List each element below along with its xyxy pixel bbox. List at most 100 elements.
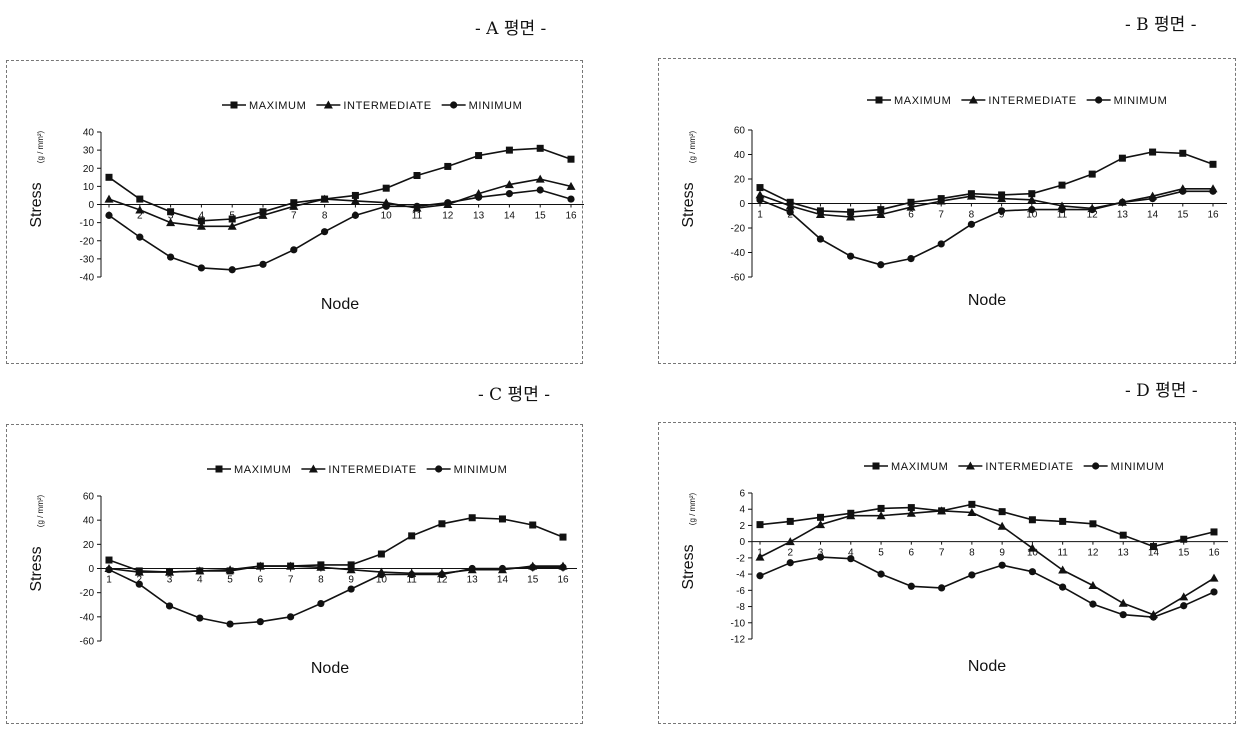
series-minimum-point [967, 220, 975, 228]
series-minimum-point [1149, 613, 1158, 621]
series-maximum-point [444, 162, 452, 170]
legend: MAXIMUM INTERMEDIATE MINIMUM [864, 461, 1164, 473]
y-tick-label: -2 [736, 553, 745, 564]
series-maximum-point [1088, 170, 1096, 178]
series-minimum-point [559, 563, 567, 571]
series-minimum-point [413, 202, 421, 210]
series-maximum-point [408, 532, 416, 540]
y-tick-label: 40 [734, 150, 746, 161]
y-tick-label: 20 [734, 175, 746, 186]
y-axis-unit: (g / mm²) [36, 130, 45, 163]
series-intermediate-point [346, 565, 356, 574]
panel-d-title: - D 평면 - [1125, 381, 1198, 401]
series-maximum-point [438, 520, 446, 528]
series-intermediate-point [816, 520, 826, 529]
series-maximum-point [907, 504, 915, 512]
series-minimum-point [105, 211, 113, 219]
series-minimum-point [998, 561, 1006, 569]
x-tick-label: 9 [348, 575, 354, 586]
series-intermediate-point [846, 511, 856, 520]
y-tick-label: 6 [739, 489, 745, 500]
series-maximum-point [351, 191, 359, 199]
series-maximum-point [167, 208, 175, 216]
series-maximum-line [759, 151, 1214, 213]
series-maximum-point [998, 508, 1006, 516]
y-tick-label: 2 [739, 521, 745, 532]
series-minimum-point [317, 599, 325, 608]
series-minimum-point [1180, 602, 1188, 610]
x-tick-label: 6 [909, 548, 915, 559]
series-minimum-point [290, 246, 298, 254]
series-intermediate [755, 506, 1219, 619]
series-minimum-point [259, 260, 267, 268]
series-intermediate-point [196, 221, 206, 230]
series-intermediate-point [134, 567, 144, 576]
x-tick-label: 14 [1147, 210, 1159, 221]
series-minimum-point [287, 613, 295, 621]
series-minimum-point [1149, 195, 1157, 203]
series-minimum-point [382, 202, 390, 210]
series-minimum-point [1179, 187, 1187, 195]
series-minimum-point [228, 266, 236, 274]
series-maximum-point [347, 561, 355, 569]
series-maximum-point [105, 556, 113, 564]
legend-minimum-marker [1095, 96, 1103, 104]
series-maximum-point [1058, 181, 1066, 189]
legend-maximum-marker [872, 462, 880, 470]
series-minimum-point [256, 618, 264, 626]
x-tick-label: 9 [999, 548, 1005, 559]
series-maximum-point [817, 513, 825, 521]
y-tick-label: -40 [80, 612, 95, 623]
series-minimum-point [136, 233, 144, 241]
series-minimum-line [759, 190, 1213, 266]
panel-d-plot: 6420-2-4-6-8-10-121234567891011121314151… [680, 461, 1228, 675]
series-maximum-point [877, 504, 885, 512]
series-intermediate-point [258, 210, 268, 219]
series-minimum-point [1209, 187, 1217, 195]
x-tick-label: 15 [1177, 210, 1189, 221]
legend: MAXIMUM INTERMEDIATE MINIMUM [867, 95, 1167, 107]
legend-intermediate-label: INTERMEDIATE [343, 100, 431, 112]
panel-a-plot: 403020100-10-20-30-401234567891011121314… [28, 100, 584, 313]
series-minimum-point [1059, 583, 1067, 591]
series-intermediate-point [967, 507, 977, 516]
series-maximum-point [468, 514, 476, 522]
series-maximum-point [877, 206, 885, 214]
x-tick-label: 3 [167, 575, 173, 586]
y-axis-title: Stress [680, 182, 697, 227]
legend-maximum-label: MAXIMUM [891, 461, 948, 473]
legend-minimum-label: MINIMUM [1111, 461, 1165, 473]
series-intermediate-point [225, 565, 235, 574]
x-tick-label: 4 [197, 575, 203, 586]
y-tick-label: -20 [731, 224, 746, 235]
legend-intermediate-marker [323, 100, 333, 109]
series-minimum-point [816, 235, 824, 243]
series-minimum-point [756, 196, 764, 204]
y-tick-label: 0 [739, 537, 745, 548]
x-tick-label: 7 [939, 548, 945, 559]
series-minimum-point [408, 570, 416, 579]
series-intermediate-point [320, 194, 330, 203]
series-maximum-point [136, 195, 144, 203]
panel-d-chart: 6420-2-4-6-8-10-121234567891011121314151… [658, 422, 1236, 724]
series-intermediate-point [815, 210, 825, 219]
x-axis-title: Node [968, 292, 1006, 309]
series-minimum-point [1118, 198, 1126, 206]
series-maximum-point [1059, 517, 1067, 525]
y-tick-label: -4 [736, 570, 745, 581]
series-intermediate-point [966, 191, 976, 200]
series-minimum-point [444, 199, 452, 207]
x-tick-label: 9 [999, 210, 1005, 221]
legend-minimum-marker [435, 465, 443, 473]
y-tick-label: -60 [731, 273, 746, 284]
legend-minimum-marker [1092, 462, 1100, 470]
y-axis-title: Stress [680, 544, 697, 589]
series-maximum-point [498, 515, 506, 523]
series-minimum-point [1058, 206, 1066, 214]
series-minimum-point [816, 553, 825, 561]
series-maximum-point [1180, 535, 1188, 543]
series-minimum-point [377, 570, 385, 579]
series-minimum-point [1028, 206, 1036, 214]
series-intermediate-line [108, 565, 563, 575]
series-maximum-point [377, 550, 385, 558]
